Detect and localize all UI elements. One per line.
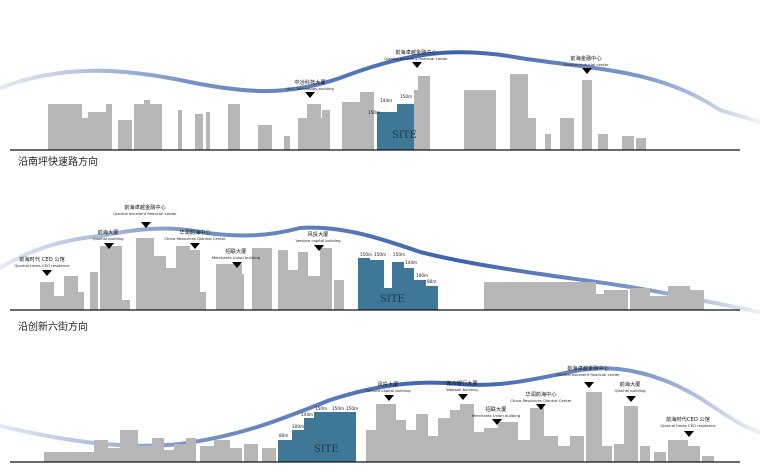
landmark-merchants-union: 招联大厦 Merchants Union building xyxy=(212,247,261,268)
height-label: 80m xyxy=(427,279,436,284)
marker-triangle-icon xyxy=(384,395,394,401)
height-label: 150m xyxy=(360,252,372,257)
landmark-excellent: 前海卓越金融中心 Qianhai excellent financial cen… xyxy=(556,364,620,388)
svg-text:Venture capital building: Venture capital building xyxy=(295,238,341,243)
buildings xyxy=(40,238,704,310)
svg-text:Merchants Union building: Merchants Union building xyxy=(472,413,521,418)
height-label: 150m xyxy=(315,406,327,411)
buildings xyxy=(48,74,646,150)
landmark-mcc: 中冶科技大厦 MCC Technology building xyxy=(286,78,334,98)
svg-text:Qianhai times CEO residence: Qianhai times CEO residence xyxy=(14,263,70,268)
marker-triangle-icon xyxy=(232,262,242,268)
marker-triangle-icon xyxy=(492,419,502,425)
landmark-ceo-residence: 前海时代CEO 公馆 Qianhai times CEO residence xyxy=(660,415,716,437)
skyline-curve xyxy=(0,50,760,124)
svg-text:风投大厦: 风投大厦 xyxy=(308,230,329,238)
height-label: 100m xyxy=(416,273,428,278)
landmark-financial: 前海金融中心 Qianhai financial center xyxy=(563,54,609,74)
section-1: SITE 144m 150m 150m 中冶科技大厦 MCC Technolog… xyxy=(0,48,760,168)
section-2: SITE 150m 150m 150m 144m 100m 80m 前海时代 C… xyxy=(0,203,760,333)
skyline-curve xyxy=(0,366,760,448)
height-label: 144m xyxy=(301,412,313,417)
marker-triangle-icon xyxy=(412,62,422,68)
svg-text:前海卓越金融中心: 前海卓越金融中心 xyxy=(124,203,166,211)
svg-text:Qianhai excellent financial ce: Qianhai excellent financial center xyxy=(113,211,177,216)
site-label: SITE xyxy=(392,130,417,141)
section-caption: 沿创新六街方向 xyxy=(18,320,88,333)
landmark-webank: 微众银行大厦 Webank building xyxy=(446,379,478,400)
svg-text:MCC Technology building: MCC Technology building xyxy=(286,86,334,91)
site-label: SITE xyxy=(314,444,339,455)
landmark-venture-capital: 风投大厦 Venture capital building xyxy=(365,380,411,401)
height-label: 150m xyxy=(374,252,386,257)
marker-triangle-icon xyxy=(190,243,200,249)
svg-text:Qianhai excellent financial ce: Qianhai excellent financial center xyxy=(556,372,620,377)
landmark-china-resources: 华润前海中心 China Resources Qianhai Center xyxy=(164,228,226,249)
svg-text:China Resources Qianhai Center: China Resources Qianhai Center xyxy=(164,236,226,241)
svg-text:风投大厦: 风投大厦 xyxy=(378,380,399,388)
site-towers xyxy=(358,258,438,310)
landmark-ceo-residence: 前海时代 CEO 公馆 Qianhai times CEO residence xyxy=(14,255,70,276)
marker-triangle-icon xyxy=(684,431,694,437)
svg-text:华润前海中心: 华润前海中心 xyxy=(179,228,210,236)
svg-text:China Resources Qianhai Center: China Resources Qianhai Center xyxy=(510,398,572,403)
svg-text:前海时代CEO 公馆: 前海时代CEO 公馆 xyxy=(666,415,710,423)
marker-triangle-icon xyxy=(582,68,592,74)
skyline-curve xyxy=(0,225,760,314)
svg-text:微众银行大厦: 微众银行大厦 xyxy=(446,379,477,387)
height-label: 100m xyxy=(292,424,304,429)
svg-text:前海时代 CEO 公馆: 前海时代 CEO 公馆 xyxy=(19,255,64,263)
svg-text:前海大厦: 前海大厦 xyxy=(620,380,641,388)
svg-text:前海大厦: 前海大厦 xyxy=(98,228,119,236)
svg-text:招联大厦: 招联大厦 xyxy=(226,247,247,255)
height-label: 144m xyxy=(405,260,417,265)
height-label: 150m xyxy=(332,406,344,411)
site-towers xyxy=(377,104,414,150)
marker-triangle-icon xyxy=(314,245,324,251)
landmark-excellent: 前海卓越金融中心 Qianhai excellent financial cen… xyxy=(113,203,177,228)
svg-text:Merchants Union building: Merchants Union building xyxy=(212,255,261,260)
height-label: 80m xyxy=(279,433,288,438)
svg-text:Qianhai building: Qianhai building xyxy=(615,388,647,393)
site-towers xyxy=(278,412,356,462)
landmark-merchants-union: 招联大厦 Merchants Union building xyxy=(472,405,521,425)
section-caption: 沿南坪快速路方向 xyxy=(18,155,98,168)
svg-text:中冶科技大厦: 中冶科技大厦 xyxy=(294,78,325,86)
marker-triangle-icon xyxy=(104,243,114,249)
buildings xyxy=(44,392,714,462)
marker-triangle-icon xyxy=(305,92,315,98)
svg-text:前海卓越金融中心: 前海卓越金融中心 xyxy=(395,48,437,56)
svg-text:Venture capital building: Venture capital building xyxy=(365,388,411,393)
svg-text:华润前海中心: 华润前海中心 xyxy=(525,390,556,398)
marker-triangle-icon xyxy=(536,404,546,410)
landmark-qianhai-building: 前海大厦 Qianhai building xyxy=(93,228,125,249)
height-label: 150m xyxy=(346,406,358,411)
height-label: 150m xyxy=(400,94,412,99)
marker-triangle-icon xyxy=(584,382,594,388)
svg-text:Qianhai building: Qianhai building xyxy=(93,236,125,241)
height-label: 150m xyxy=(368,110,380,115)
marker-triangle-icon xyxy=(626,396,636,402)
svg-text:招联大厦: 招联大厦 xyxy=(486,405,507,413)
svg-text:Qianhai times CEO residence: Qianhai times CEO residence xyxy=(660,423,716,428)
svg-text:Qianhai excellent financial ce: Qianhai excellent financial center xyxy=(384,56,448,61)
height-label: 144m xyxy=(380,98,392,103)
landmark-venture-capital: 风投大厦 Venture capital building xyxy=(295,230,341,251)
section-3: SITE 80m 100m 144m 150m 150m 150m 风投大厦 V… xyxy=(0,364,760,463)
marker-triangle-icon xyxy=(141,222,151,228)
marker-triangle-icon xyxy=(458,394,468,400)
height-label: 150m xyxy=(393,252,405,257)
site-label: SITE xyxy=(380,294,405,305)
landmark-excellent: 前海卓越金融中心 Qianhai excellent financial cen… xyxy=(384,48,448,68)
landmark-qianhai-building: 前海大厦 Qianhai building xyxy=(615,380,647,402)
svg-text:前海卓越金融中心: 前海卓越金融中心 xyxy=(567,364,609,372)
svg-text:Qianhai financial center: Qianhai financial center xyxy=(563,62,609,67)
svg-text:Webank building: Webank building xyxy=(446,387,478,392)
landmark-china-resources: 华润前海中心 China Resources Qianhai Center xyxy=(510,390,572,410)
svg-text:前海金融中心: 前海金融中心 xyxy=(570,54,601,62)
marker-triangle-icon xyxy=(42,270,52,276)
